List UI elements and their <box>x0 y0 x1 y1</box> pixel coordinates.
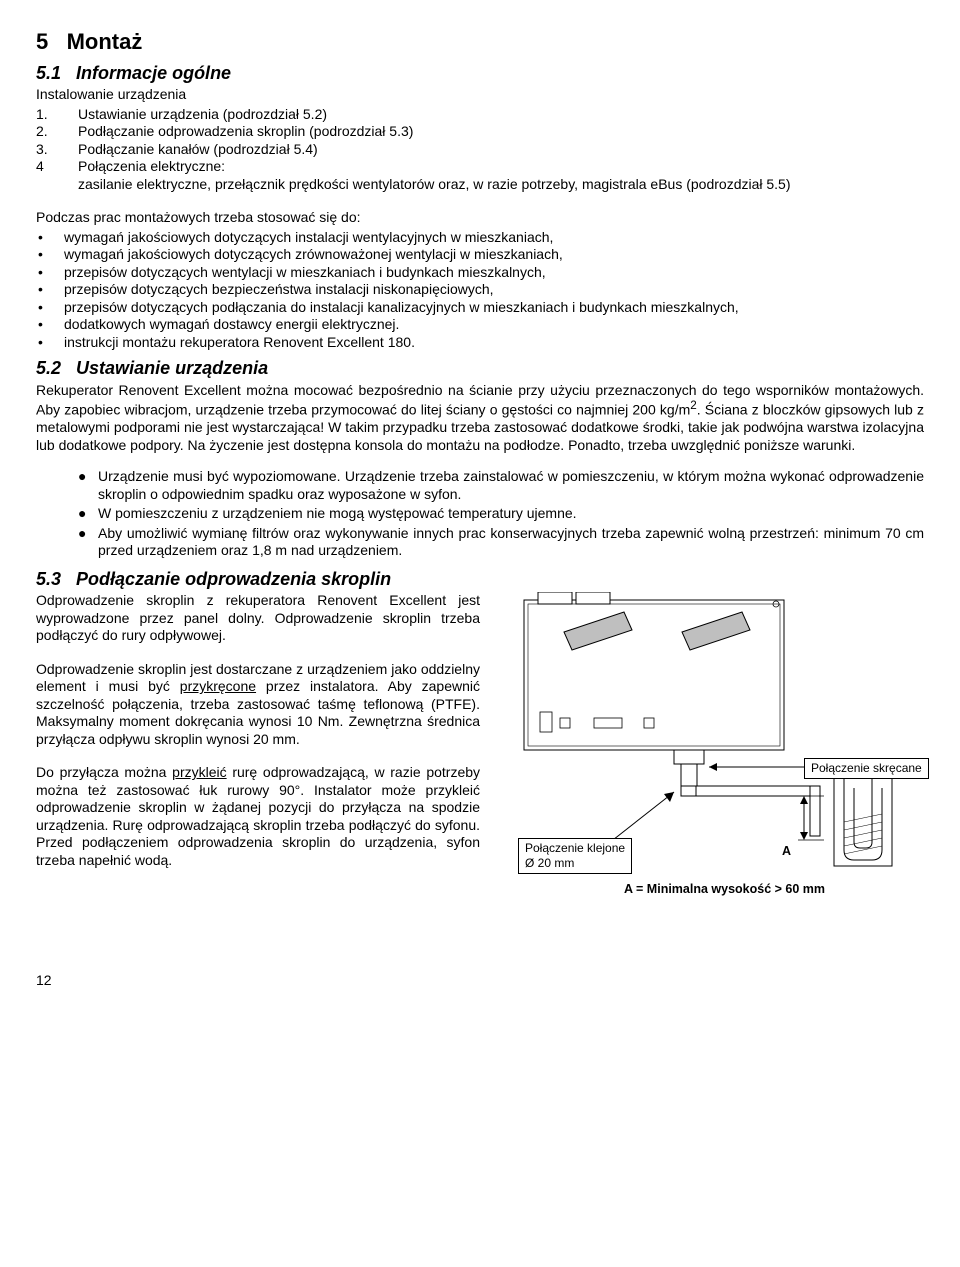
subsection-title: Informacje ogólne <box>76 63 231 83</box>
subsection-number: 5.1 <box>36 63 61 83</box>
item-4-sub: zasilanie elektryczne, przełącznik prędk… <box>78 176 924 194</box>
label-screw-connection: Połączenie skręcane <box>804 758 929 779</box>
bullet-dot: • <box>36 229 64 247</box>
bullet-dot: • <box>36 316 64 334</box>
subsection-5-2-heading: 5.2 Ustawianie urządzenia <box>36 357 924 380</box>
item-number: 2. <box>36 123 78 141</box>
bullet-dot: ● <box>78 525 98 560</box>
bullet-dot: • <box>36 334 64 352</box>
label-A: A <box>782 844 791 860</box>
subsection-title: Ustawianie urządzenia <box>76 358 268 378</box>
list-item: 4 Połączenia elektryczne: <box>36 158 924 176</box>
item-number: 3. <box>36 141 78 159</box>
bullet-dot: • <box>36 246 64 264</box>
subsection-number: 5.3 <box>36 569 61 589</box>
p3-pre: Do przyłącza można <box>36 764 172 780</box>
list-item: ●Urządzenie musi być wypoziomowane. Urzą… <box>78 468 924 503</box>
subsection-title: Podłączanie odprowadzenia skroplin <box>76 569 391 589</box>
two-column-layout: Odprowadzenie skroplin z rekuperatora Re… <box>36 592 924 932</box>
list-item: •wymagań jakościowych dotyczących instal… <box>36 229 924 247</box>
p2-underline: przykręcone <box>180 678 256 694</box>
disc-bullet-list: ●Urządzenie musi być wypoziomowane. Urzą… <box>78 468 924 560</box>
bullet-dot: • <box>36 299 64 317</box>
list-item: •przepisów dotyczących podłączania do in… <box>36 299 924 317</box>
numbered-list: 1. Ustawianie urządzenia (podrozdział 5.… <box>36 106 924 194</box>
label-glued-l1: Połączenie klejone <box>525 841 625 855</box>
item-text: W pomieszczeniu z urządzeniem nie mogą w… <box>98 505 924 523</box>
bullet-lead: Podczas prac montażowych trzeba stosować… <box>36 209 924 227</box>
section-heading: 5 Montaż <box>36 28 924 56</box>
section-title: Montaż <box>67 29 143 54</box>
p3-underline: przykleić <box>172 764 226 780</box>
list-item: 3. Podłączanie kanałów (podrozdział 5.4) <box>36 141 924 159</box>
bullet-dot: ● <box>78 468 98 503</box>
item-text: instrukcji montażu rekuperatora Renovent… <box>64 334 924 352</box>
item-text: przepisów dotyczących podłączania do ins… <box>64 299 924 317</box>
item-text: Podłączanie odprowadzenia skroplin (podr… <box>78 123 924 141</box>
list-item: ●Aby umożliwić wymianę filtrów oraz wyko… <box>78 525 924 560</box>
item-text: Połączenia elektryczne: <box>78 158 924 176</box>
list-item: •dodatkowych wymagań dostawcy energii el… <box>36 316 924 334</box>
list-item: 1. Ustawianie urządzenia (podrozdział 5.… <box>36 106 924 124</box>
item-text: Urządzenie musi być wypoziomowane. Urząd… <box>98 468 924 503</box>
item-text: przepisów dotyczących bezpieczeństwa ins… <box>64 281 924 299</box>
list-item: •przepisów dotyczących bezpieczeństwa in… <box>36 281 924 299</box>
diagram-caption: A = Minimalna wysokość > 60 mm <box>624 882 825 898</box>
list-item: •wymagań jakościowych dotyczących zrówno… <box>36 246 924 264</box>
paragraph: Odprowadzenie skroplin jest dostarczane … <box>36 661 480 749</box>
bullet-dot: • <box>36 264 64 282</box>
bullet-list: •wymagań jakościowych dotyczących instal… <box>36 229 924 352</box>
item-text: Ustawianie urządzenia (podrozdział 5.2) <box>78 106 924 124</box>
subsection-5-3-heading: 5.3 Podłączanie odprowadzenia skroplin <box>36 568 924 591</box>
left-column: Odprowadzenie skroplin z rekuperatora Re… <box>36 592 480 932</box>
item-text: wymagań jakościowych dotyczących instala… <box>64 229 924 247</box>
list-item: •przepisów dotyczących wentylacji w mies… <box>36 264 924 282</box>
item-text: wymagań jakościowych dotyczących zrównow… <box>64 246 924 264</box>
list-item: 2. Podłączanie odprowadzenia skroplin (p… <box>36 123 924 141</box>
item-number: 4 <box>36 158 78 176</box>
paragraph: Do przyłącza można przykleić rurę odprow… <box>36 764 480 869</box>
subsection-number: 5.2 <box>36 358 61 378</box>
item-text: dodatkowych wymagań dostawcy energii ele… <box>64 316 924 334</box>
section-5-2-body: Rekuperator Renovent Excellent można moc… <box>36 382 924 455</box>
label-glued-connection: Połączenie klejone Ø 20 mm <box>518 838 632 874</box>
item-text: Aby umożliwić wymianę filtrów oraz wykon… <box>98 525 924 560</box>
paragraph: Odprowadzenie skroplin z rekuperatora Re… <box>36 592 480 645</box>
bullet-dot: • <box>36 281 64 299</box>
list-item: •instrukcji montażu rekuperatora Renoven… <box>36 334 924 352</box>
item-text: przepisów dotyczących wentylacji w miesz… <box>64 264 924 282</box>
item-number: 1. <box>36 106 78 124</box>
page-number: 12 <box>36 972 924 990</box>
item-text: Podłączanie kanałów (podrozdział 5.4) <box>78 141 924 159</box>
lead-text: Instalowanie urządzenia <box>36 86 924 104</box>
bullet-dot: ● <box>78 505 98 523</box>
diagram-column: Połączenie skręcane Połączenie klejone Ø… <box>504 592 924 932</box>
list-item: ●W pomieszczeniu z urządzeniem nie mogą … <box>78 505 924 523</box>
subsection-5-1-heading: 5.1 Informacje ogólne <box>36 62 924 85</box>
label-glued-l2: Ø 20 mm <box>525 856 574 870</box>
section-number: 5 <box>36 29 48 54</box>
